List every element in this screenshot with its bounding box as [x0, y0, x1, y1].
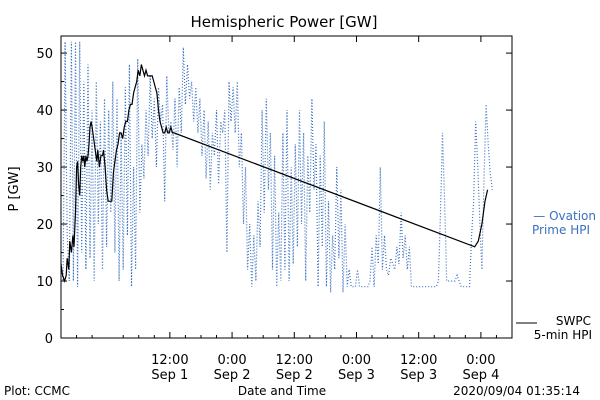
x-tick-date-label: Sep 2	[276, 368, 313, 383]
series-line-1	[60, 64, 489, 283]
legend-label-ovation: — Ovation	[533, 209, 596, 223]
plot-frame	[60, 35, 513, 339]
y-tick-label: 20	[36, 218, 53, 233]
x-tick-date-label: Sep 3	[400, 368, 437, 383]
y-tick-label: 40	[36, 104, 53, 119]
x-tick-time-label: 12:00	[400, 353, 437, 368]
x-tick-time-label: 0:00	[217, 353, 246, 368]
x-tick-time-label: 0:00	[466, 353, 495, 368]
chart-series	[60, 41, 493, 293]
y-tick-label: 10	[36, 275, 53, 290]
x-tick-date-label: Sep 4	[462, 368, 499, 383]
x-tick-date-label: Sep 2	[214, 368, 251, 383]
y-tick-label: 30	[36, 161, 53, 176]
legend-label-swpc-2: 5-min HPI	[534, 328, 592, 342]
legend-label-ovation-2: Prime HPI	[532, 223, 590, 237]
x-tick-time-label: 12:00	[276, 353, 313, 368]
y-axis-label: P [GW]	[7, 166, 22, 211]
x-tick-date-label: Sep 1	[151, 368, 188, 383]
x-tick-time-label: 0:00	[342, 353, 371, 368]
x-tick-date-label: Sep 3	[338, 368, 375, 383]
series-line-0	[60, 41, 493, 293]
footer-plot-credit: Plot: CCMC	[4, 384, 70, 398]
chart-title: Hemispheric Power [GW]	[191, 13, 378, 31]
x-tick-time-label: 12:00	[151, 353, 188, 368]
y-tick-label: 0	[45, 332, 53, 347]
footer-timestamp: 2020/09/04 01:35:14	[453, 384, 580, 398]
legend-label-swpc: SWPC	[556, 314, 591, 328]
x-axis-label: Date and Time	[238, 384, 326, 398]
y-tick-label: 50	[36, 47, 53, 62]
